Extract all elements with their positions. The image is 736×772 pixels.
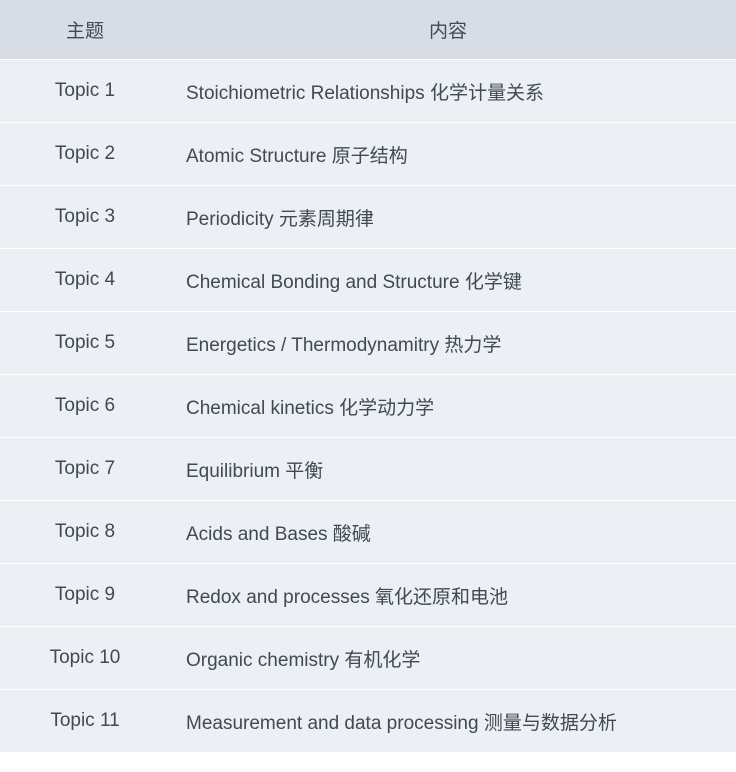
table-row: Topic 3 Periodicity 元素周期律 xyxy=(0,186,736,249)
cell-sliver xyxy=(718,690,736,753)
table-row: Topic 5 Energetics / Thermodynamitry 热力学 xyxy=(0,312,736,375)
cell-sliver xyxy=(718,501,736,564)
table-row: Topic 6 Chemical kinetics 化学动力学 xyxy=(0,375,736,438)
cell-topic: Topic 6 xyxy=(0,375,170,438)
cell-topic: Topic 3 xyxy=(0,186,170,249)
table-row: Topic 11 Measurement and data processing… xyxy=(0,690,736,753)
cell-topic: Topic 5 xyxy=(0,312,170,375)
cell-content: Energetics / Thermodynamitry 热力学 xyxy=(170,312,718,375)
cell-topic: Topic 4 xyxy=(0,249,170,312)
cell-sliver xyxy=(718,123,736,186)
table-row: Topic 7 Equilibrium 平衡 xyxy=(0,438,736,501)
cell-sliver xyxy=(718,186,736,249)
table-row: Topic 9 Redox and processes 氧化还原和电池 xyxy=(0,564,736,627)
table-row: Topic 2 Atomic Structure 原子结构 xyxy=(0,123,736,186)
topics-table: 主题 内容 Topic 1 Stoichiometric Relationshi… xyxy=(0,0,736,753)
cell-topic: Topic 1 xyxy=(0,60,170,123)
cell-sliver xyxy=(718,60,736,123)
cell-sliver xyxy=(718,375,736,438)
cell-topic: Topic 7 xyxy=(0,438,170,501)
cell-topic: Topic 11 xyxy=(0,690,170,753)
table-header-row: 主题 内容 xyxy=(0,0,736,60)
cell-content: Periodicity 元素周期律 xyxy=(170,186,718,249)
table-row: Topic 8 Acids and Bases 酸碱 xyxy=(0,501,736,564)
cell-topic: Topic 2 xyxy=(0,123,170,186)
header-sliver xyxy=(718,0,736,60)
cell-topic: Topic 10 xyxy=(0,627,170,690)
cell-content: Chemical Bonding and Structure 化学键 xyxy=(170,249,718,312)
header-content: 内容 xyxy=(170,0,718,60)
topics-table-container: 主题 内容 Topic 1 Stoichiometric Relationshi… xyxy=(0,0,736,753)
cell-content: Atomic Structure 原子结构 xyxy=(170,123,718,186)
cell-content: Measurement and data processing 测量与数据分析 xyxy=(170,690,718,753)
cell-topic: Topic 8 xyxy=(0,501,170,564)
table-body: Topic 1 Stoichiometric Relationships 化学计… xyxy=(0,60,736,753)
cell-content: Redox and processes 氧化还原和电池 xyxy=(170,564,718,627)
table-row: Topic 10 Organic chemistry 有机化学 xyxy=(0,627,736,690)
table-row: Topic 4 Chemical Bonding and Structure 化… xyxy=(0,249,736,312)
cell-content: Equilibrium 平衡 xyxy=(170,438,718,501)
cell-sliver xyxy=(718,564,736,627)
cell-content: Chemical kinetics 化学动力学 xyxy=(170,375,718,438)
header-topic: 主题 xyxy=(0,0,170,60)
cell-sliver xyxy=(718,249,736,312)
cell-sliver xyxy=(718,438,736,501)
cell-content: Stoichiometric Relationships 化学计量关系 xyxy=(170,60,718,123)
cell-content: Acids and Bases 酸碱 xyxy=(170,501,718,564)
cell-sliver xyxy=(718,627,736,690)
cell-content: Organic chemistry 有机化学 xyxy=(170,627,718,690)
cell-sliver xyxy=(718,312,736,375)
cell-topic: Topic 9 xyxy=(0,564,170,627)
table-row: Topic 1 Stoichiometric Relationships 化学计… xyxy=(0,60,736,123)
